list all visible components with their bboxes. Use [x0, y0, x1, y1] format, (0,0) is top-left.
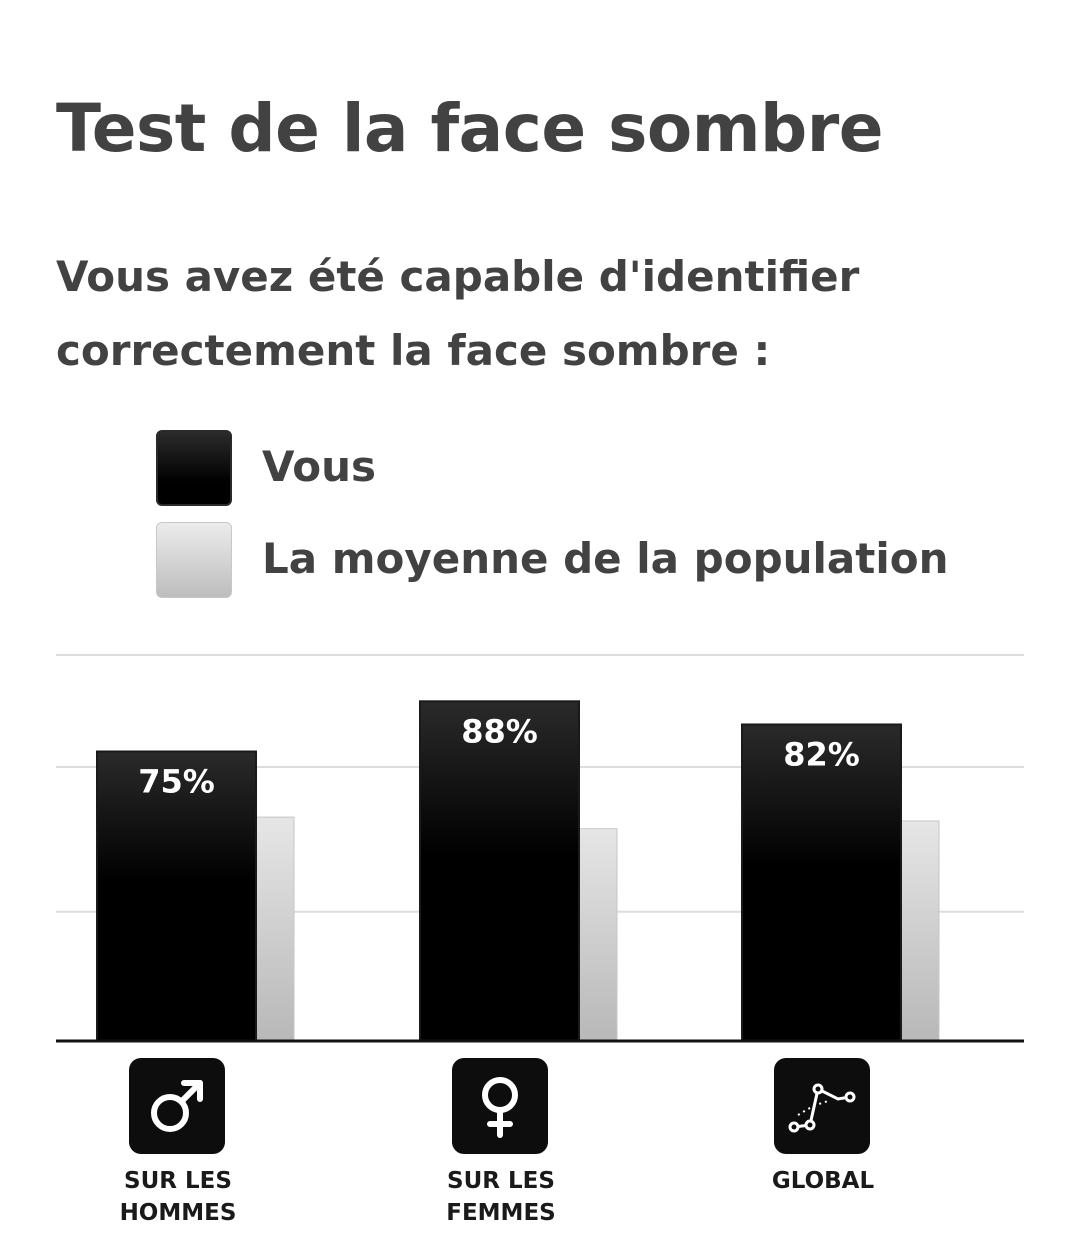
bar-population-1: [576, 828, 618, 1042]
female-symbol-icon: [452, 1058, 548, 1154]
male-symbol-icon: [129, 1058, 225, 1154]
category-label-femmes-line2: FEMMES: [446, 1200, 556, 1226]
page-subtitle: Vous avez été capable d'identifier corre…: [56, 252, 860, 375]
category-label-hommes-line2: HOMMES: [119, 1200, 237, 1226]
legend-label-vous: Vous: [262, 442, 376, 491]
bar-vous-1: [419, 700, 580, 1042]
bar-vous-0: [96, 750, 257, 1042]
category-label-femmes: SUR LES FEMMES: [401, 1165, 601, 1229]
legend-swatch-vous: [156, 430, 232, 506]
category-label-global: GLOBAL: [723, 1165, 923, 1197]
bar-population-0: [253, 816, 295, 1042]
bar-value-label-0: 75%: [138, 763, 215, 801]
page-title: Test de la face sombre: [56, 90, 884, 167]
bar-vous-2: [741, 723, 902, 1042]
category-label-femmes-line1: SUR LES: [447, 1168, 555, 1194]
legend-swatch-population: [156, 522, 232, 598]
bar-population-2: [898, 820, 940, 1042]
bar-value-label-1: 88%: [461, 712, 538, 750]
category-label-hommes-line1: SUR LES: [124, 1168, 232, 1194]
bar-value-label-2: 82%: [783, 735, 860, 773]
legend-label-population: La moyenne de la population: [262, 534, 949, 583]
category-label-global-line1: GLOBAL: [771, 1168, 875, 1194]
category-label-hommes: SUR LES HOMMES: [78, 1165, 278, 1229]
line-chart-icon: [774, 1058, 870, 1154]
